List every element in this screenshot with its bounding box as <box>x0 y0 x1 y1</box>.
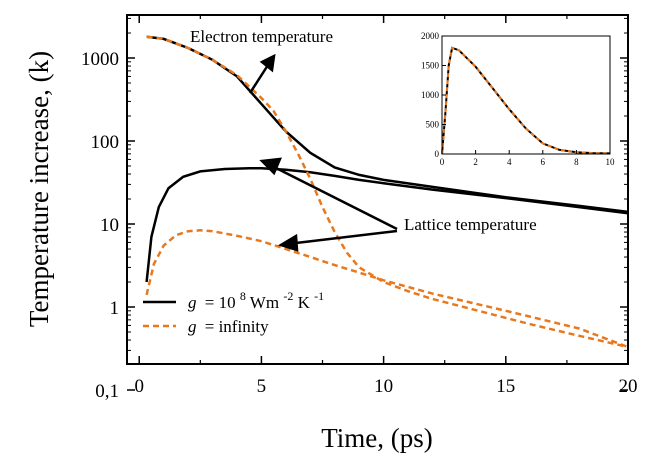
arrow-lattice-upper <box>275 166 398 231</box>
legend: g = 10 8 Wm -2 K -1 g = infinity <box>143 285 324 336</box>
inset-y-tick-label: 0 <box>435 149 440 159</box>
x-tick-label: 20 <box>619 376 638 397</box>
y-tick-label: 0,1 <box>95 381 119 402</box>
annotation-lattice-temperature: Lattice temperature <box>404 215 537 234</box>
arrowhead-lattice-lower <box>277 233 299 252</box>
inset-series-line <box>441 46 611 155</box>
inset-x-tick-label: 0 <box>440 157 445 167</box>
annotation-electron-temperature: Electron temperature <box>190 27 333 46</box>
inset-y-tick-label: 1500 <box>421 61 440 71</box>
y-tick-label: 10 <box>100 215 119 236</box>
legend-entry-ginf: g = infinity <box>188 317 269 336</box>
x-axis-title: Time, (ps) <box>321 423 433 453</box>
y-tick-label: 100 <box>91 132 120 153</box>
legend-entry-g1e8: g = 10 8 Wm -2 K -1 <box>188 285 324 312</box>
x-axis-ticks: 0 5 10 15 20 <box>134 15 638 397</box>
y-tick-label: 1000 <box>81 49 119 70</box>
x-tick-label: 0 <box>134 376 144 397</box>
inset-y-tick-label: 2000 <box>421 31 440 41</box>
y-tick-label: 1 <box>110 298 120 319</box>
inset-x-tick-label: 6 <box>541 157 546 167</box>
inset-y-tick-label: 500 <box>426 120 440 130</box>
inset-x-tick-label: 4 <box>507 157 512 167</box>
inset-y-ticks: 0 500 1000 1500 2000 <box>421 31 446 159</box>
inset-x-tick-label: 2 <box>473 157 478 167</box>
arrowhead-lattice-upper <box>259 157 282 176</box>
x-tick-label: 15 <box>496 376 515 397</box>
inset-background <box>442 36 610 154</box>
inset-y-tick-label: 1000 <box>421 90 440 100</box>
arrowhead-electron <box>259 53 276 73</box>
inset-lines <box>441 46 611 155</box>
inset-chart: 0 2 4 6 8 10 0 500 1000 1500 2000 <box>421 31 615 167</box>
inset-x-tick-label: 10 <box>606 157 616 167</box>
annotation-arrows <box>248 53 398 252</box>
arrow-lattice-lower <box>295 229 398 245</box>
series-line-ginf-lattice <box>145 229 629 349</box>
y-axis-title: Temperature increase, (k) <box>24 51 54 327</box>
x-tick-label: 5 <box>257 376 267 397</box>
x-tick-label: 10 <box>374 376 393 397</box>
inset-x-ticks: 0 2 4 6 8 10 <box>440 150 615 167</box>
plot-frame <box>126 14 629 365</box>
inset-x-tick-label: 8 <box>574 157 579 167</box>
series-line-ginf-electron <box>146 35 629 349</box>
arrow-electron <box>248 64 270 94</box>
